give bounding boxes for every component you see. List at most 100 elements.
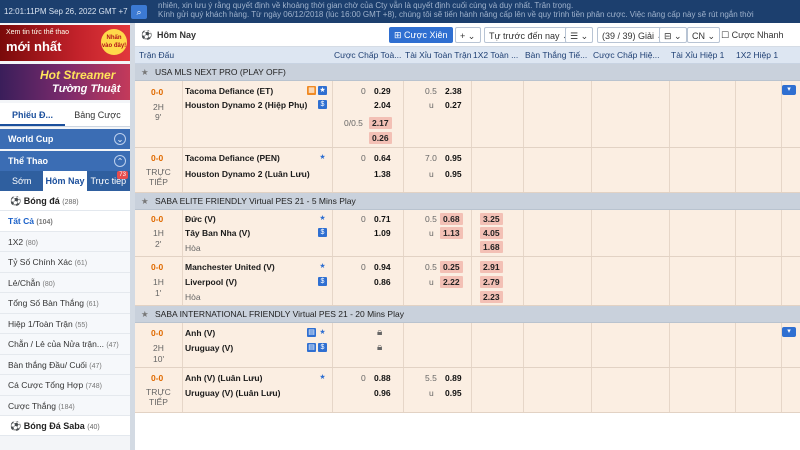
menu-item[interactable]: Cược Thắng (184): [0, 395, 130, 416]
odd-value[interactable]: 1.09: [374, 228, 391, 238]
menu-label: Hiệp 1/Toàn Trận: [8, 318, 73, 329]
favorite-star-icon[interactable]: ★: [318, 86, 327, 95]
live-stream-icon[interactable]: $: [318, 343, 327, 352]
star-icon[interactable]: ★: [141, 67, 149, 77]
streamer-banner[interactable]: Hot Streamer Tường Thuật: [0, 64, 130, 100]
sport-saba-football[interactable]: ⚽ Bóng Đá Saba (40): [0, 416, 130, 436]
sports-header[interactable]: Thể Thao ⌃: [0, 151, 130, 171]
odd-value[interactable]: 0.95: [445, 169, 462, 179]
live-stream-icon[interactable]: $: [318, 228, 327, 237]
favorite-star-icon[interactable]: ★: [319, 374, 326, 381]
league-header[interactable]: ★ USA MLS NEXT PRO (PLAY OFF): [135, 64, 800, 81]
menu-count: (47): [89, 362, 102, 370]
add-button[interactable]: + ⌄: [455, 27, 481, 43]
news-banner[interactable]: Xem tin tức thể thao mới nhất Nhấn vào đ…: [0, 25, 130, 61]
odd-value[interactable]: 0.88: [374, 373, 391, 383]
odd-value[interactable]: 2.79: [480, 276, 503, 288]
chevron-up-icon[interactable]: ⌃: [114, 155, 126, 167]
under-label: u: [429, 169, 434, 179]
more-bets-arrow-icon[interactable]: ▾: [782, 327, 796, 337]
odd-value[interactable]: 0.27: [445, 100, 462, 110]
parlay-button[interactable]: ⊞ Cược Xiên: [389, 27, 453, 43]
odd-value[interactable]: 1.13: [440, 227, 463, 239]
chevron-down-icon[interactable]: ⌄: [114, 133, 126, 145]
odd-value[interactable]: 1.38: [374, 169, 391, 179]
menu-item[interactable]: Chẵn / Lẻ của Nửa trận... (47): [0, 334, 130, 355]
odd-value[interactable]: 2.91: [480, 261, 503, 273]
stats-icon[interactable]: ▦: [307, 86, 316, 95]
odd-value[interactable]: 0.68: [440, 213, 463, 225]
col-handicap-h1: Cược Chấp Hiệ...: [593, 50, 660, 60]
favorite-star-icon[interactable]: ★: [319, 263, 326, 270]
league-header[interactable]: ★ SABA ELITE FRIENDLY Virtual PES 21 - 5 …: [135, 193, 800, 210]
subtab-today[interactable]: Hôm Nay: [43, 171, 87, 191]
star-icon[interactable]: ★: [141, 196, 149, 206]
search-icon[interactable]: ⌕: [131, 5, 147, 19]
league-header[interactable]: ★ SABA INTERNATIONAL FRIENDLY Virtual PES…: [135, 306, 800, 323]
odd-value[interactable]: 0.26: [369, 132, 392, 144]
odd-value[interactable]: 0.71: [374, 214, 391, 224]
tab-bet-slip[interactable]: Phiếu Đ...: [0, 103, 65, 126]
odd-value[interactable]: 3.25: [480, 213, 503, 225]
odds-type-dropdown[interactable]: ⊟ ⌄: [659, 27, 687, 43]
away-team: Liverpool (V): [185, 277, 237, 287]
sidebar: Xem tin tức thể thao mới nhất Nhấn vào đ…: [0, 23, 130, 450]
odd-value[interactable]: 2.17: [369, 117, 392, 129]
star-icon[interactable]: ★: [141, 309, 149, 319]
filter-dropdown[interactable]: ☰ ⌄: [565, 27, 594, 43]
click-here-badge[interactable]: Nhấn vào đây!: [101, 29, 127, 55]
odd-value[interactable]: 2.23: [480, 291, 503, 303]
menu-item[interactable]: Hiệp 1/Toàn Trận (55): [0, 313, 130, 334]
odd-value[interactable]: 0.64: [374, 153, 391, 163]
time-subtabs: Sớm Hôm Nay Trực tiếp 73: [0, 171, 130, 191]
subtab-early[interactable]: Sớm: [11, 176, 32, 186]
sport-football[interactable]: ⚽ Bóng đá (288): [0, 191, 130, 211]
menu-item[interactable]: Lẻ/Chẵn (80): [0, 272, 130, 293]
odd-value[interactable]: 2.22: [440, 276, 463, 288]
match-score: 0-0: [151, 262, 164, 272]
clock: 12:01:11PM Sep 26, 2022 GMT +7: [4, 7, 128, 16]
odd-value[interactable]: 0.86: [374, 277, 391, 287]
favorite-star-icon[interactable]: ★: [319, 215, 326, 222]
add-label: +: [460, 31, 466, 41]
world-cup-header[interactable]: World Cup ⌄: [0, 129, 130, 149]
news-banner-title: mới nhất: [6, 39, 62, 54]
live-stream-icon[interactable]: $: [318, 277, 327, 286]
quick-bet-toggle[interactable]: ☐ Cược Nhanh: [721, 30, 784, 40]
sidebar-scrollbar[interactable]: [130, 23, 135, 450]
menu-label: 1X2: [8, 236, 24, 247]
odd-value[interactable]: 1.68: [480, 241, 503, 253]
parlay-label: Cược Xiên: [404, 30, 448, 40]
menu-item[interactable]: Tỷ Số Chính Xác (61): [0, 252, 130, 273]
menu-item[interactable]: Bàn thắng Đầu/ Cuối (47): [0, 354, 130, 375]
language-dropdown[interactable]: CN ⌄: [687, 27, 721, 43]
menu-item[interactable]: Cá Cược Tổng Hợp (748): [0, 375, 130, 396]
odd-value[interactable]: 4.05: [480, 227, 503, 239]
more-bets-arrow-icon[interactable]: ▾: [782, 85, 796, 95]
match-status-2: TIẾP: [149, 177, 168, 187]
subtab-live[interactable]: Trực tiếp 73: [87, 171, 130, 191]
odd-value[interactable]: 0.95: [445, 388, 462, 398]
tab-bet-list[interactable]: Bảng Cược: [74, 110, 121, 120]
league-name: USA MLS NEXT PRO (PLAY OFF): [155, 67, 286, 77]
odd-value[interactable]: 2.04: [374, 100, 391, 110]
favorite-star-icon[interactable]: ★: [319, 154, 326, 161]
ou-line: 7.0: [425, 153, 437, 163]
odd-value[interactable]: 0.29: [374, 86, 391, 96]
live-stream-icon[interactable]: $: [318, 100, 327, 109]
sort-dropdown[interactable]: Tự trước đến nay ⌄: [484, 27, 575, 43]
odd-value[interactable]: 0.89: [445, 373, 462, 383]
menu-item[interactable]: Tổng Số Bàn Thắng (61): [0, 293, 130, 314]
stats-icon[interactable]: ▤: [307, 328, 316, 337]
odd-value[interactable]: 0.95: [445, 153, 462, 163]
odd-value[interactable]: 2.38: [445, 86, 462, 96]
menu-item[interactable]: Tất Cả (104): [0, 211, 130, 232]
odd-value[interactable]: 0.25: [440, 261, 463, 273]
odd-value[interactable]: 0.94: [374, 262, 391, 272]
menu-item[interactable]: 1X2 (80): [0, 231, 130, 252]
favorite-star-icon[interactable]: ★: [319, 329, 326, 336]
col-match: Trận Đấu: [139, 50, 175, 60]
menu-label: Tỷ Số Chính Xác: [8, 257, 73, 267]
tv-icon[interactable]: ▤: [307, 343, 316, 352]
odd-value[interactable]: 0.96: [374, 388, 391, 398]
